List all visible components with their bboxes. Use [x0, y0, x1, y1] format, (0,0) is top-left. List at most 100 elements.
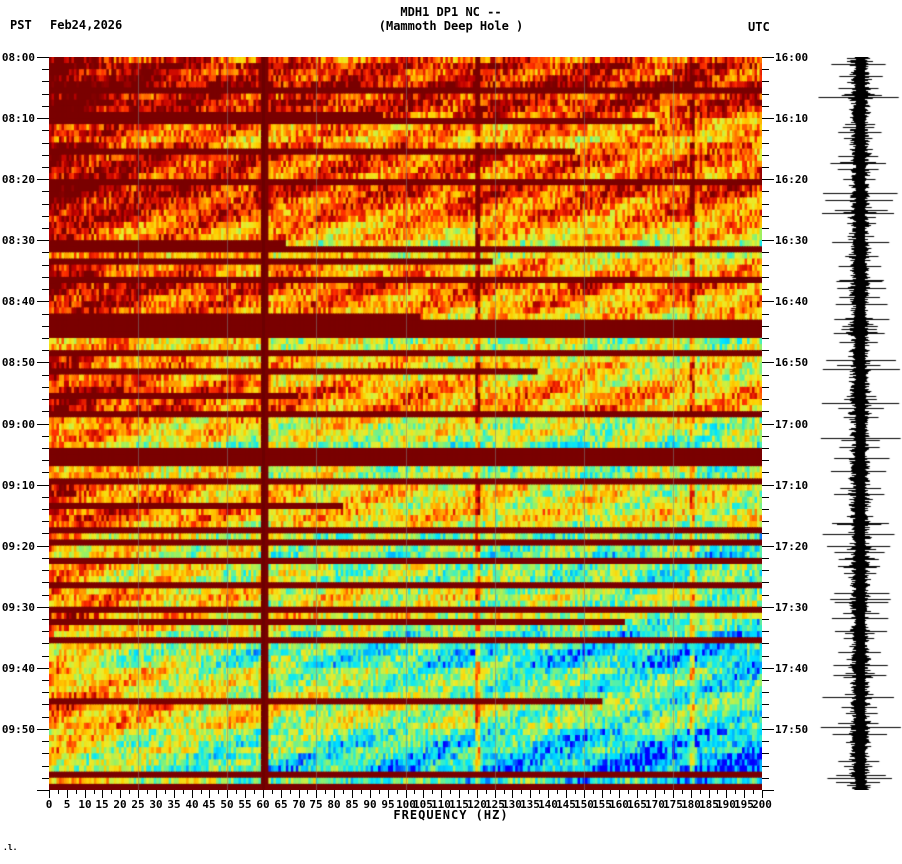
axis-tick-minor	[762, 130, 769, 131]
axis-tick-minor	[762, 216, 769, 217]
axis-tick-minor	[762, 472, 769, 473]
axis-tick-minor	[42, 436, 49, 437]
spectrogram-plot[interactable]	[49, 57, 762, 790]
axis-tick-minor	[42, 741, 49, 742]
axis-tick-minor	[42, 558, 49, 559]
time-tick-label: 17:20	[775, 540, 809, 553]
freq-tick-label: 45	[202, 798, 216, 811]
freq-tick-major	[495, 790, 496, 798]
freq-tick-label: 35	[167, 798, 181, 811]
page-title: MDH1 DP1 NC --	[400, 5, 502, 19]
freq-tick-label: 60	[256, 798, 270, 811]
freq-tick-label: 115	[449, 798, 469, 811]
header: PST Feb24,2026 MDH1 DP1 NC -- (Mammoth D…	[0, 0, 902, 48]
axis-tick-major	[37, 485, 49, 486]
freq-tick-major	[726, 790, 727, 798]
frequency-axis-title: FREQUENCY (HZ)	[393, 808, 509, 822]
axis-tick-minor	[762, 143, 769, 144]
freq-tick-major	[174, 790, 175, 798]
freq-tick-label: 140	[538, 798, 558, 811]
freq-tick-major	[637, 790, 638, 798]
time-tick-label: 17:10	[775, 479, 809, 492]
axis-tick-major	[37, 546, 49, 547]
freq-tick-label: 10	[78, 798, 92, 811]
axis-tick-minor	[762, 411, 769, 412]
freq-tick-major	[138, 790, 139, 798]
axis-tick-minor	[762, 314, 769, 315]
freq-tick-label: 0	[45, 798, 53, 811]
freq-tick-minor	[753, 790, 754, 794]
axis-tick-minor	[762, 94, 769, 95]
axis-tick-minor	[762, 265, 769, 266]
time-tick-label: 17:50	[775, 723, 809, 736]
freq-tick-minor	[254, 790, 255, 794]
freq-tick-label: 170	[645, 798, 665, 811]
time-axis-pst: 08:00 08:10 08:20 08:30 08:40 08:50 09:00 09:10…	[0, 51, 49, 791]
axis-tick-minor	[762, 558, 769, 559]
time-tick-label: 08:40	[1, 295, 35, 308]
axis-tick-minor	[42, 143, 49, 144]
axis-tick-minor	[42, 656, 49, 657]
freq-tick-label: 25	[131, 798, 145, 811]
freq-tick-major	[352, 790, 353, 798]
freq-tick-minor	[218, 790, 219, 794]
freq-tick-minor	[325, 790, 326, 794]
axis-tick-minor	[42, 252, 49, 253]
axis-tick-major	[37, 790, 49, 791]
axis-tick-minor	[762, 778, 769, 779]
axis-tick-minor	[42, 521, 49, 522]
frequency-axis: 0 5 10 15 20 25 30 35 40 45 50 55 60 65 70 75 80 85 90 95 10…	[45, 790, 772, 830]
freq-tick-minor	[414, 790, 415, 794]
axis-tick-minor	[762, 167, 769, 168]
axis-tick-major	[762, 668, 774, 669]
freq-tick-major	[548, 790, 549, 798]
axis-tick-major	[37, 362, 49, 363]
axis-tick-major	[37, 424, 49, 425]
freq-tick-minor	[111, 790, 112, 794]
axis-tick-minor	[762, 191, 769, 192]
timezone-right-label: UTC	[748, 20, 770, 34]
freq-tick-label: 20	[113, 798, 127, 811]
axis-tick-major	[762, 546, 774, 547]
freq-tick-major	[281, 790, 282, 798]
freq-tick-minor	[468, 790, 469, 794]
freq-tick-label: 155	[592, 798, 612, 811]
seismogram-trace-canvas	[818, 57, 902, 790]
freq-tick-label: 80	[327, 798, 341, 811]
freq-tick-major	[530, 790, 531, 798]
axis-tick-minor	[762, 570, 769, 571]
axis-tick-minor	[42, 204, 49, 205]
freq-tick-label: 85	[345, 798, 359, 811]
freq-tick-label: 195	[734, 798, 754, 811]
axis-tick-minor	[762, 106, 769, 107]
axis-tick-minor	[42, 387, 49, 388]
freq-tick-minor	[201, 790, 202, 794]
corner-artifact-mark: .l.	[3, 843, 18, 852]
freq-tick-major	[459, 790, 460, 798]
axis-tick-minor	[762, 436, 769, 437]
freq-tick-minor	[450, 790, 451, 794]
date-label: Feb24,2026	[50, 18, 123, 32]
freq-tick-label: 100	[396, 798, 416, 811]
freq-tick-major	[102, 790, 103, 798]
axis-tick-minor	[762, 448, 769, 449]
axis-tick-major	[37, 118, 49, 119]
freq-tick-major	[334, 790, 335, 798]
axis-tick-minor	[42, 130, 49, 131]
freq-tick-label: 175	[663, 798, 683, 811]
freq-tick-major	[602, 790, 603, 798]
freq-tick-label: 30	[149, 798, 163, 811]
time-tick-label: 09:40	[1, 662, 35, 675]
axis-tick-minor	[42, 472, 49, 473]
freq-tick-label: 15	[95, 798, 109, 811]
freq-tick-minor	[682, 790, 683, 794]
freq-tick-major	[691, 790, 692, 798]
axis-tick-minor	[42, 595, 49, 596]
axis-tick-minor	[42, 265, 49, 266]
axis-tick-major	[37, 607, 49, 608]
axis-tick-minor	[762, 289, 769, 290]
axis-tick-minor	[42, 375, 49, 376]
freq-tick-major	[316, 790, 317, 798]
axis-tick-minor	[762, 533, 769, 534]
timezone-left-label: PST	[10, 18, 32, 32]
